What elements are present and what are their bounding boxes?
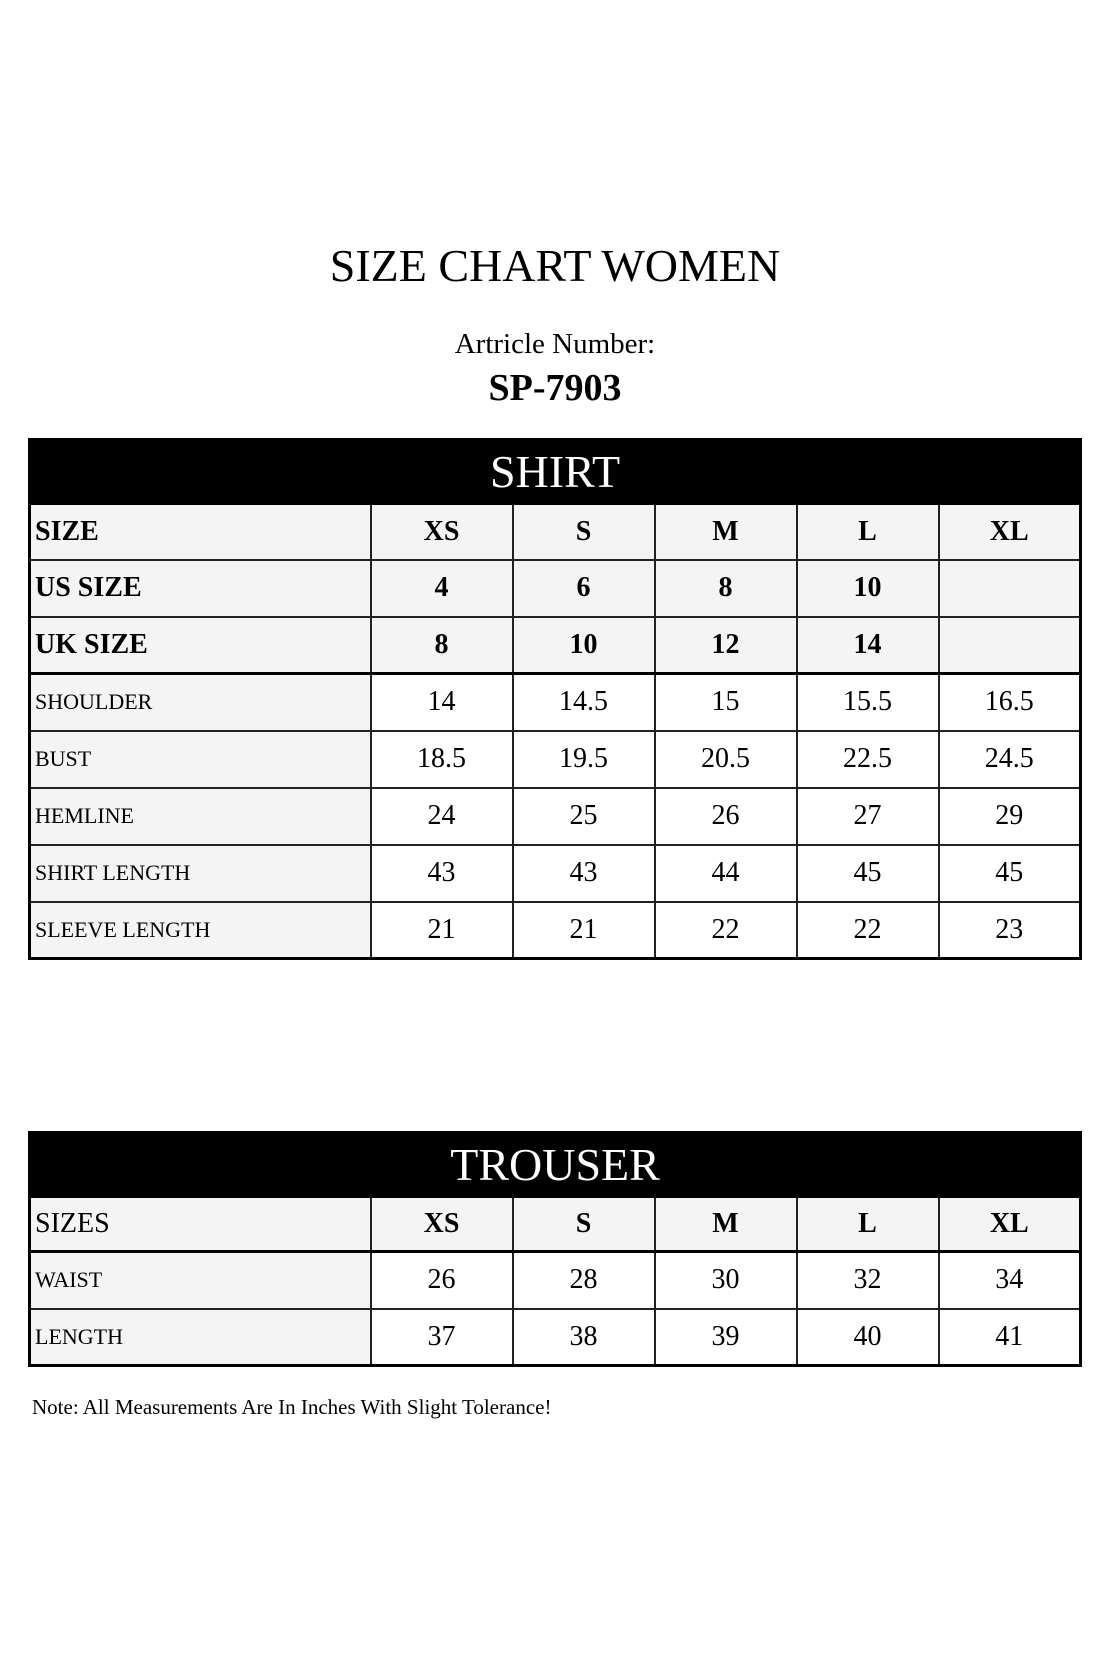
value-cell: 22.5 xyxy=(795,729,940,789)
value-cell: 26 xyxy=(369,1250,514,1310)
row-label: SLEEVE LENGTH xyxy=(28,900,372,960)
value-cell: 43 xyxy=(369,843,514,903)
value-cell: 24 xyxy=(369,786,514,846)
header-cell: L xyxy=(795,1195,940,1253)
value-cell: 14.5 xyxy=(511,672,656,732)
row-label: SHIRT LENGTH xyxy=(28,843,372,903)
row-label: SIZE xyxy=(28,502,372,561)
trouser-heading: TROUSER xyxy=(28,1131,1082,1198)
value-cell: 16.5 xyxy=(937,672,1082,732)
table-row: WAIST 26 28 30 32 34 xyxy=(28,1250,1082,1310)
value-cell: 21 xyxy=(511,900,656,960)
value-cell: 15.5 xyxy=(795,672,940,732)
header-cell: S xyxy=(511,1195,656,1253)
header-cell: 10 xyxy=(795,558,940,618)
header-cell: S xyxy=(511,502,656,561)
header-cell: 8 xyxy=(653,558,798,618)
header-row: US SIZE 4 6 8 10 xyxy=(28,558,1082,618)
header-cell: L xyxy=(795,502,940,561)
row-label: WAIST xyxy=(28,1250,372,1310)
row-label: BUST xyxy=(28,729,372,789)
value-cell: 38 xyxy=(511,1307,656,1367)
value-cell: 23 xyxy=(937,900,1082,960)
table-row: LENGTH 37 38 39 40 41 xyxy=(28,1307,1082,1367)
value-cell: 45 xyxy=(795,843,940,903)
value-cell: 32 xyxy=(795,1250,940,1310)
value-cell: 21 xyxy=(369,900,514,960)
table-row: SHOULDER 14 14.5 15 15.5 16.5 xyxy=(28,672,1082,732)
header-cell: 4 xyxy=(369,558,514,618)
shirt-size-table: SHIRT SIZE XS S M L XL US SIZE 4 6 8 10 UK SIZE 8 10 12… xyxy=(28,438,1083,960)
value-cell: 22 xyxy=(653,900,798,960)
header-cell xyxy=(937,558,1082,618)
header-cell: XS xyxy=(369,502,514,561)
value-cell: 44 xyxy=(653,843,798,903)
page-title: SIZE CHART WOMEN xyxy=(329,240,781,291)
header-row: SIZES XS S M L XL xyxy=(28,1195,1082,1253)
row-label: LENGTH xyxy=(28,1307,372,1367)
header-cell: M xyxy=(653,502,798,561)
header-row: UK SIZE 8 10 12 14 xyxy=(28,615,1082,675)
article-label: Artricle Number: xyxy=(454,328,656,360)
row-label: SIZES xyxy=(28,1195,372,1253)
row-label: US SIZE xyxy=(28,558,372,618)
row-label: SHOULDER xyxy=(28,672,372,732)
value-cell: 37 xyxy=(369,1307,514,1367)
value-cell: 28 xyxy=(511,1250,656,1310)
header-cell xyxy=(937,615,1082,675)
value-cell: 20.5 xyxy=(653,729,798,789)
article-number: SP-7903 xyxy=(488,367,622,409)
header-row: SIZE XS S M L XL xyxy=(28,502,1082,561)
value-cell: 43 xyxy=(511,843,656,903)
header-cell: XL xyxy=(937,502,1082,561)
trouser-size-table: TROUSER SIZES XS S M L XL WAIST 26 28 30 32 34 LENGTH… xyxy=(28,1131,1083,1367)
value-cell: 22 xyxy=(795,900,940,960)
table-row: HEMLINE 24 25 26 27 29 xyxy=(28,786,1082,846)
header-cell: 14 xyxy=(795,615,940,675)
value-cell: 40 xyxy=(795,1307,940,1367)
header-cell: 6 xyxy=(511,558,656,618)
header-cell: 10 xyxy=(511,615,656,675)
value-cell: 18.5 xyxy=(369,729,514,789)
header-cell: M xyxy=(653,1195,798,1253)
value-cell: 24.5 xyxy=(937,729,1082,789)
value-cell: 29 xyxy=(937,786,1082,846)
measurement-note: Note: All Measurements Are In Inches Wit… xyxy=(32,1395,552,1419)
value-cell: 41 xyxy=(937,1307,1082,1367)
row-label: UK SIZE xyxy=(28,615,372,675)
header-cell: 8 xyxy=(369,615,514,675)
row-label: HEMLINE xyxy=(28,786,372,846)
header-cell: 12 xyxy=(653,615,798,675)
value-cell: 15 xyxy=(653,672,798,732)
header-cell: XS xyxy=(369,1195,514,1253)
table-row: BUST 18.5 19.5 20.5 22.5 24.5 xyxy=(28,729,1082,789)
value-cell: 45 xyxy=(937,843,1082,903)
value-cell: 27 xyxy=(795,786,940,846)
value-cell: 34 xyxy=(937,1250,1082,1310)
shirt-heading: SHIRT xyxy=(28,438,1082,505)
table-row: SHIRT LENGTH 43 43 44 45 45 xyxy=(28,843,1082,903)
table-row: SLEEVE LENGTH 21 21 22 22 23 xyxy=(28,900,1082,960)
value-cell: 39 xyxy=(653,1307,798,1367)
value-cell: 14 xyxy=(369,672,514,732)
value-cell: 19.5 xyxy=(511,729,656,789)
header-cell: XL xyxy=(937,1195,1082,1253)
value-cell: 26 xyxy=(653,786,798,846)
value-cell: 30 xyxy=(653,1250,798,1310)
value-cell: 25 xyxy=(511,786,656,846)
